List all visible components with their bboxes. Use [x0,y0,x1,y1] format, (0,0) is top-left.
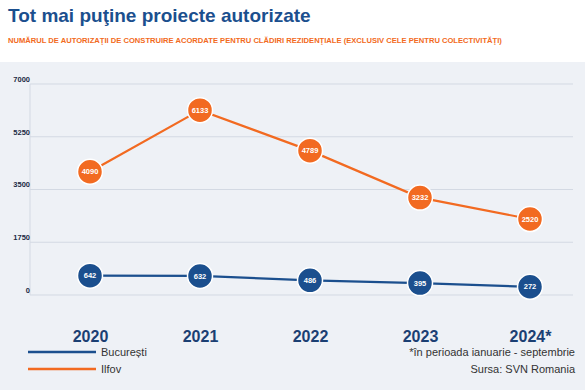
x-axis-line [91,295,531,296]
y-tick-label: 5250 [13,128,30,137]
y-tick: 3500 [13,180,30,190]
data-label: 632 [194,272,207,281]
series-line [90,110,530,219]
x-tick: 2020 [73,295,109,345]
legend: București Ilfov [28,346,147,375]
grid-line [30,189,573,190]
y-tick-label: 1750 [13,233,30,242]
series-marker [518,207,543,232]
annotation: Sursa: SVN Romania [470,363,575,375]
data-label: 4789 [302,146,319,155]
x-tick: 2024* [510,295,553,345]
grid-line [30,242,573,243]
series-marker [518,274,543,299]
series-marker [298,138,323,163]
y-tick: 0 [26,286,30,296]
grid-line [30,84,573,85]
grid-line [30,295,573,296]
series-marker [78,263,103,288]
data-labels: 642 632 486 395 272 4090 6133 4789 3232 2520 [82,106,539,292]
legend-swatch [28,368,96,371]
grid [30,84,573,295]
grid-line [30,136,573,137]
x-tick-label: 2020 [73,328,109,345]
data-label: 4090 [82,167,99,176]
panel-background [0,62,585,390]
title: Tot mai puţine proiecte autorizate [8,5,311,26]
series-marker [408,271,433,296]
legend-label: București [101,346,147,358]
y-tick: 7000 [13,75,30,85]
plot-area [78,98,543,300]
y-tick: 5250 [13,128,30,138]
series-marker [298,268,323,293]
annotation: *în perioada ianuarie - septembrie [409,346,575,358]
y-tick: 1750 [13,233,30,243]
x-tick-label: 2022 [293,328,329,345]
series-marker [408,185,433,210]
y-tick-label: 3500 [13,180,30,189]
legend-swatch [28,351,96,354]
data-label: 6133 [192,106,209,115]
x-tick-label: 2024* [510,328,553,345]
x-axis: 2020 2021 2022 2023 2024* [73,295,552,345]
y-tick-label: 0 [26,286,30,295]
data-label: 2520 [522,215,539,224]
data-label: 3232 [412,193,429,202]
x-tick: 2023 [403,295,439,345]
series-marker [188,263,213,288]
legend-label: Ilfov [101,363,122,375]
x-tick-label: 2023 [403,328,439,345]
x-tick: 2022 [293,295,329,345]
data-label: 486 [304,276,317,285]
data-label: 642 [84,271,97,280]
x-tick-label: 2021 [183,328,219,345]
y-axis-line [30,84,31,295]
data-label: 272 [524,282,537,291]
series-marker [78,159,103,184]
y-tick-label: 7000 [13,75,30,84]
data-label: 395 [414,279,427,288]
chart: Tot mai puţine proiecte autorizate NUMĂRU… [0,0,585,390]
series-marker [188,98,213,123]
y-axis: 0 1750 3500 5250 7000 [13,75,30,296]
x-tick: 2021 [183,295,219,345]
subtitle: NUMĂRUL DE AUTORIZAŢII DE CONSTRUIRE ACO… [8,36,502,45]
